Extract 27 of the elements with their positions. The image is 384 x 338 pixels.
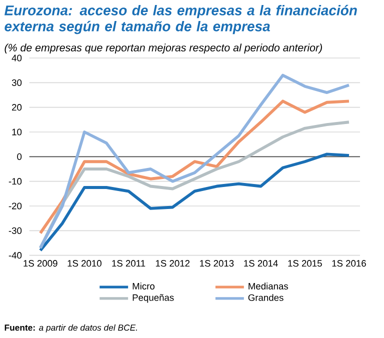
- x-tick-label: 1S 2011: [112, 260, 146, 267]
- line-series: [38, 152, 350, 252]
- x-tick-label: 1S 2013: [200, 260, 234, 267]
- y-tick-label: 40: [12, 54, 22, 62]
- line-series: [38, 74, 350, 250]
- x-tick-label: 1S 2014: [244, 260, 278, 267]
- legend-label: Micro: [132, 282, 154, 290]
- chart-title: Eurozona: acceso de las empresas a la financiación externa según el tamaño de la empresa: [4, 4, 357, 34]
- x-tick-label: 1S 2012: [156, 260, 190, 267]
- legend-label: Grandes: [248, 294, 284, 301]
- y-tick-label: -40: [8, 252, 22, 259]
- y-tick-label: -10: [8, 178, 22, 185]
- y-tick-label: -20: [8, 202, 22, 210]
- y-tick-label: 10: [12, 128, 22, 136]
- legend-label: Pequeñas: [132, 294, 174, 303]
- y-tick-label: 0: [17, 153, 22, 160]
- chart-subtitle: (% de empresas que reportan mejoras respecto al periodo anterior): [4, 44, 322, 54]
- x-tick-label: 1S 2009: [24, 260, 58, 267]
- legend-label: Medianas: [248, 282, 288, 290]
- x-tick-label: 1S 2015: [288, 260, 322, 267]
- y-tick-label: 30: [12, 79, 22, 86]
- line-series: [38, 100, 350, 235]
- y-tick-label: 20: [12, 104, 22, 111]
- text: Fuente: a partir de datos del BCE.: [4, 324, 137, 332]
- x-tick-label: 1S 2016: [332, 260, 366, 267]
- y-tick-label: -30: [8, 227, 22, 234]
- x-tick-label: 1S 2010: [68, 260, 102, 267]
